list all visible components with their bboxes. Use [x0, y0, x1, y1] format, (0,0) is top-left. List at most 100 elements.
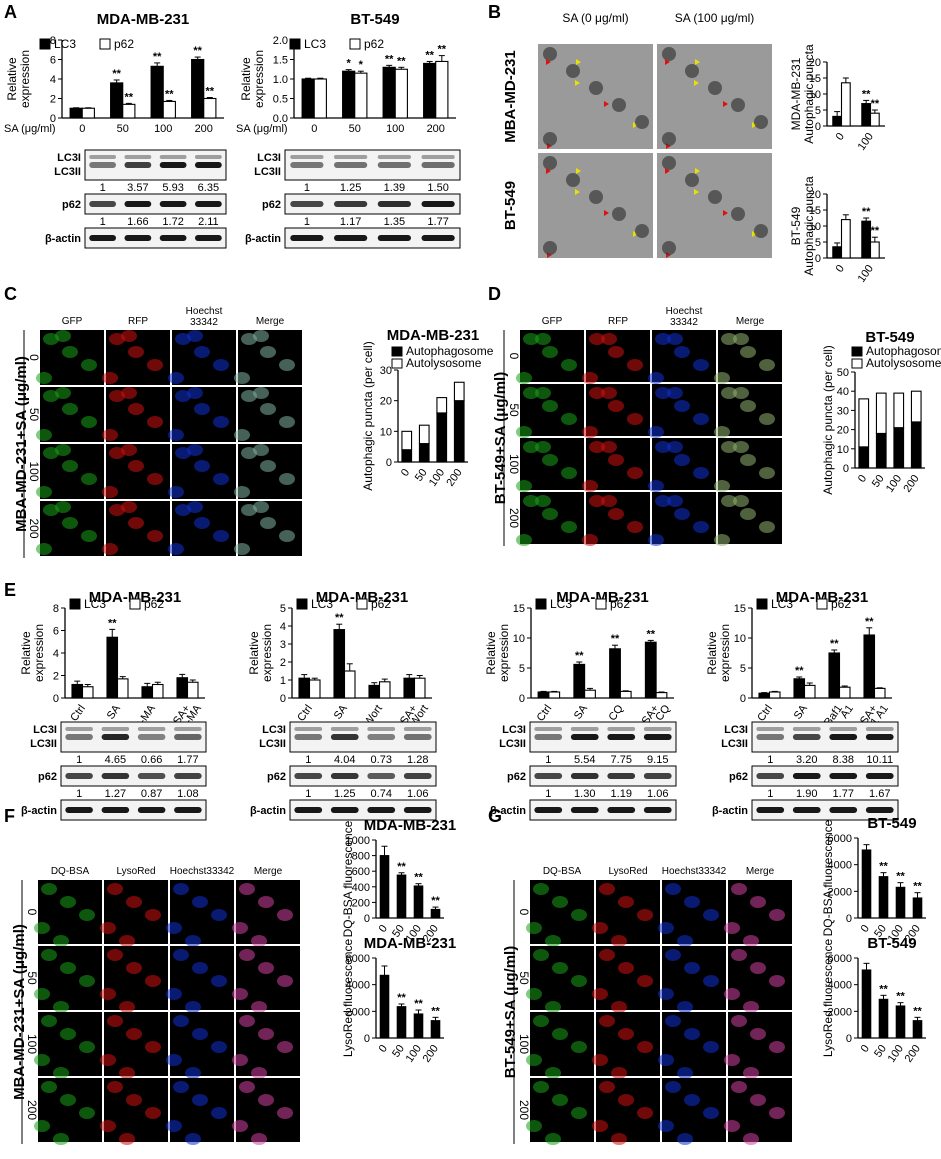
x-tick-label: 0	[311, 123, 317, 135]
chart-title: MDA-MB-231	[776, 589, 869, 606]
bar-Autolysosome	[840, 219, 851, 259]
row-label: 100	[25, 1034, 39, 1054]
cell-signal	[173, 1015, 189, 1027]
significance-mark: **	[795, 665, 804, 677]
cell-signal	[601, 387, 617, 399]
cell-signal	[658, 1120, 674, 1132]
blot-quant: 1	[304, 182, 310, 194]
y-tick-label: 20	[809, 57, 821, 69]
bar-p62	[413, 677, 426, 699]
cell-signal	[211, 975, 227, 987]
cell-signal	[535, 333, 551, 345]
cell-signal	[714, 480, 730, 492]
cell-signal	[750, 1028, 766, 1040]
cell-signal	[192, 896, 208, 908]
cell-signal	[533, 1015, 549, 1027]
em-organelle	[754, 115, 768, 129]
bar-Autolysosome	[869, 241, 880, 259]
x-tick-label: 200	[427, 123, 445, 135]
blot-band	[89, 235, 117, 241]
bar-LC3	[71, 683, 84, 699]
cell-signal	[251, 1067, 267, 1079]
chart-title: MDA-MB-231	[89, 589, 182, 606]
cell-signal	[658, 988, 674, 1000]
y-axis-label: expression	[18, 50, 32, 108]
cell-signal	[655, 495, 671, 507]
blot-band-upper	[65, 727, 93, 731]
legend-label: Autophagosome	[866, 344, 941, 358]
blot-quant: 5.54	[574, 754, 595, 766]
blot-band	[137, 734, 166, 740]
cell-signal	[253, 387, 269, 399]
blot-quant: 1.35	[384, 216, 405, 228]
x-tick-label: 0	[79, 123, 85, 135]
cell-signal	[60, 962, 76, 974]
cell-signal	[126, 896, 142, 908]
significance-mark: **	[397, 861, 406, 873]
cell-signal	[759, 467, 775, 479]
cell-signal	[260, 346, 276, 358]
cell-signal	[62, 403, 78, 415]
cell-signal	[703, 975, 719, 987]
row-label: 200	[25, 1100, 39, 1120]
cell-signal	[55, 501, 71, 513]
cell-signal	[545, 1001, 561, 1013]
cell-signal	[552, 1094, 568, 1106]
blot-quant: 1	[305, 788, 311, 800]
blot-strip	[289, 765, 437, 787]
y-axis-label: BT-549	[789, 206, 803, 245]
blot-quant: 1.50	[427, 182, 448, 194]
legend-swatch	[535, 598, 547, 610]
cell-signal	[611, 935, 627, 947]
cell-signal	[592, 988, 608, 1000]
cell-signal	[724, 922, 740, 934]
blot-quant: 1	[304, 216, 310, 228]
cell-signal	[608, 454, 624, 466]
blot-band	[792, 807, 821, 813]
cell-signal	[516, 426, 532, 438]
cell-signal	[34, 922, 50, 934]
blot-band	[290, 235, 324, 241]
cell-signal	[62, 460, 78, 472]
cell-signal	[253, 501, 269, 513]
cell-signal	[166, 1054, 182, 1066]
bar-LC3	[333, 629, 346, 699]
em-organelle	[635, 224, 649, 238]
bar-Autolysosome	[875, 392, 887, 434]
blot-label: LC3II	[259, 738, 286, 750]
cell-signal	[535, 495, 551, 507]
blot-quant: 1.27	[105, 788, 126, 800]
cell-signal	[724, 988, 740, 1000]
blot-band	[159, 235, 187, 241]
chart-title: BT-549	[867, 935, 916, 952]
blot-band	[829, 734, 858, 740]
blot-band-upper	[334, 155, 368, 159]
blot-quant: 1.30	[574, 788, 595, 800]
bar-p62	[162, 100, 176, 119]
bar-p62	[378, 681, 391, 699]
significance-mark: **	[165, 88, 174, 100]
cell-signal	[107, 949, 123, 961]
blot-band-upper	[89, 155, 117, 159]
cell-signal	[128, 460, 144, 472]
legend-swatch	[99, 38, 111, 50]
x-tick-label: 0	[377, 923, 390, 935]
cell-signal	[166, 922, 182, 934]
em-arrow	[695, 168, 700, 174]
em-image	[657, 153, 772, 258]
em-arrow	[633, 122, 638, 128]
em-arrow	[546, 59, 551, 65]
em-image	[538, 153, 653, 258]
legend-swatch	[129, 598, 141, 610]
cell-signal	[721, 441, 737, 453]
cell-signal	[665, 1081, 681, 1093]
cell-signal	[194, 346, 210, 358]
row-label: 0	[27, 354, 41, 361]
blot-quant: 1.72	[162, 216, 183, 228]
legend-swatch	[756, 598, 768, 610]
blot-quant: 1.17	[340, 216, 361, 228]
y-tick-label: 4	[50, 74, 56, 86]
x-tick-label: 100	[427, 467, 447, 489]
bar-LC3	[828, 652, 841, 699]
cell-signal	[258, 1094, 274, 1106]
